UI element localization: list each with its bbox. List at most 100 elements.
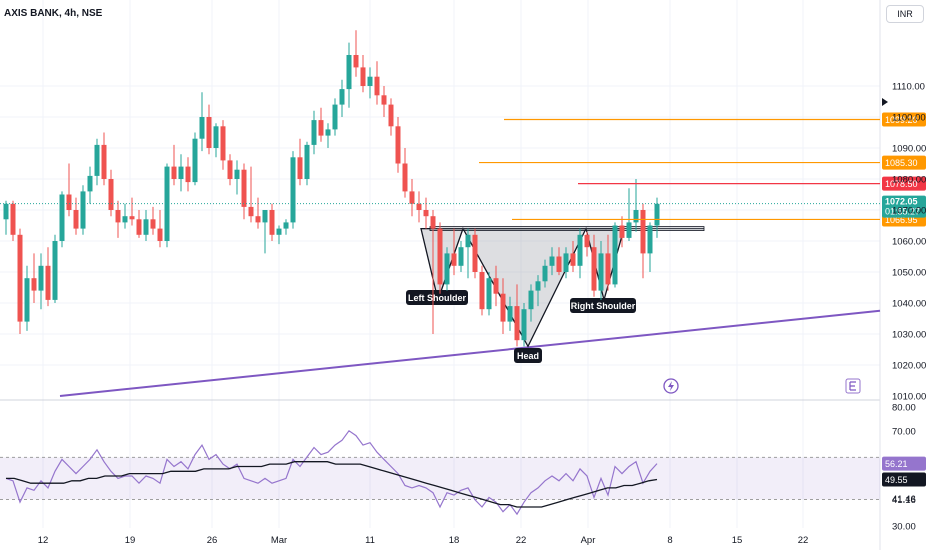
candle-body[interactable]	[430, 216, 436, 229]
candle-body[interactable]	[374, 76, 380, 96]
candle-body[interactable]	[528, 290, 534, 310]
price-axis-arrow-icon[interactable]	[882, 98, 888, 106]
candle-body[interactable]	[346, 55, 352, 90]
candle-body[interactable]	[87, 175, 93, 192]
candle-body[interactable]	[486, 278, 492, 310]
candle-body[interactable]	[38, 265, 44, 291]
candle-body[interactable]	[395, 126, 401, 164]
candle-body[interactable]	[199, 117, 205, 139]
candle-body[interactable]	[101, 144, 107, 179]
candle-body[interactable]	[619, 225, 625, 238]
candle-body[interactable]	[234, 169, 240, 179]
candle-body[interactable]	[150, 219, 156, 229]
candle-body[interactable]	[507, 306, 513, 322]
candle-body[interactable]	[10, 203, 16, 235]
candle-body[interactable]	[521, 309, 527, 341]
candle-body[interactable]	[493, 278, 499, 294]
candle-body[interactable]	[80, 191, 86, 229]
candle-body[interactable]	[584, 234, 590, 248]
candle-body[interactable]	[108, 179, 114, 210]
lightning-icon[interactable]	[663, 378, 679, 394]
candle-body[interactable]	[514, 306, 520, 341]
candle-body[interactable]	[304, 144, 310, 179]
candle-body[interactable]	[332, 104, 338, 130]
candle-body[interactable]	[542, 265, 548, 282]
candle-body[interactable]	[416, 203, 422, 210]
candle-body[interactable]	[437, 228, 443, 285]
candle-body[interactable]	[360, 67, 366, 86]
candle-body[interactable]	[598, 253, 604, 291]
candle-body[interactable]	[269, 210, 275, 235]
candle-body[interactable]	[255, 216, 261, 223]
earnings-icon[interactable]	[845, 378, 861, 394]
candle-body[interactable]	[458, 247, 464, 266]
candle-body[interactable]	[577, 234, 583, 266]
candle-body[interactable]	[297, 157, 303, 179]
candle-body[interactable]	[241, 169, 247, 207]
candle-body[interactable]	[612, 225, 618, 285]
candle-body[interactable]	[479, 272, 485, 310]
candle-body[interactable]	[185, 166, 191, 183]
candle-body[interactable]	[451, 253, 457, 266]
candles-group[interactable]	[3, 30, 660, 347]
candle-body[interactable]	[563, 253, 569, 272]
candle-body[interactable]	[388, 104, 394, 127]
candle-body[interactable]	[122, 216, 128, 223]
candle-body[interactable]	[115, 210, 121, 223]
candle-body[interactable]	[647, 225, 653, 254]
candle-body[interactable]	[143, 219, 149, 235]
candle-body[interactable]	[339, 89, 345, 105]
candle-body[interactable]	[73, 210, 79, 229]
candle-body[interactable]	[591, 247, 597, 291]
candle-body[interactable]	[192, 138, 198, 183]
candle-body[interactable]	[654, 203, 660, 226]
ascending-trend-line[interactable]	[59, 309, 881, 397]
candle-body[interactable]	[227, 160, 233, 179]
candle-body[interactable]	[164, 166, 170, 241]
currency-button[interactable]: INR	[886, 5, 924, 23]
candle-body[interactable]	[500, 293, 506, 322]
candle-body[interactable]	[402, 163, 408, 192]
candle-body[interactable]	[59, 194, 65, 242]
candle-body[interactable]	[276, 228, 282, 235]
head-and-shoulders-pattern[interactable]	[420, 226, 625, 348]
candle-body[interactable]	[472, 234, 478, 272]
candle-body[interactable]	[178, 166, 184, 179]
candle-body[interactable]	[94, 144, 100, 176]
candle-body[interactable]	[17, 234, 23, 322]
candle-body[interactable]	[444, 253, 450, 285]
candle-body[interactable]	[24, 278, 30, 322]
candle-body[interactable]	[465, 234, 471, 248]
candle-body[interactable]	[3, 203, 9, 220]
candle-body[interactable]	[549, 256, 555, 266]
candle-body[interactable]	[52, 241, 58, 300]
candle-body[interactable]	[605, 253, 611, 285]
candle-body[interactable]	[570, 253, 576, 266]
candle-body[interactable]	[318, 120, 324, 136]
candle-body[interactable]	[31, 278, 37, 291]
candle-body[interactable]	[129, 216, 135, 220]
candle-body[interactable]	[626, 222, 632, 238]
candle-body[interactable]	[283, 222, 289, 229]
candle-body[interactable]	[66, 194, 72, 211]
candle-body[interactable]	[633, 210, 639, 223]
candle-body[interactable]	[311, 120, 317, 145]
candle-body[interactable]	[206, 117, 212, 148]
candle-body[interactable]	[556, 256, 562, 273]
candle-body[interactable]	[248, 206, 254, 217]
candle-body[interactable]	[220, 126, 226, 161]
candle-body[interactable]	[409, 191, 415, 204]
levels-group[interactable]: 1099.20 1085.30 1078.50 1066.95 1072.0501:55…	[0, 112, 926, 227]
candle-body[interactable]	[367, 76, 373, 86]
neckline-box[interactable]	[429, 226, 705, 232]
candle-body[interactable]	[213, 126, 219, 148]
candle-body[interactable]	[353, 55, 359, 68]
candle-body[interactable]	[136, 219, 142, 235]
candle-body[interactable]	[45, 265, 51, 300]
candle-body[interactable]	[640, 210, 646, 254]
candle-body[interactable]	[325, 129, 331, 136]
candle-body[interactable]	[423, 210, 429, 217]
candle-body[interactable]	[535, 281, 541, 291]
icons-group[interactable]	[663, 98, 888, 394]
